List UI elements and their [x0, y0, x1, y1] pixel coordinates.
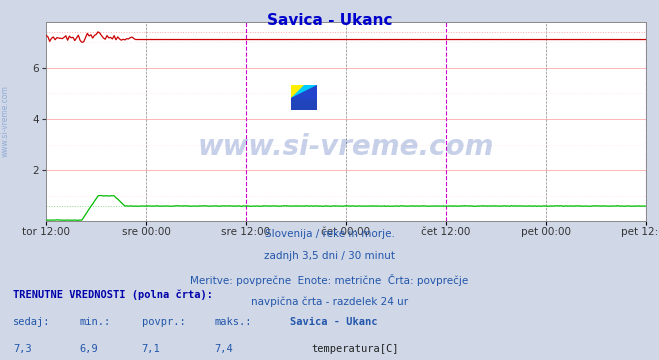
- Text: Meritve: povprečne  Enote: metrične  Črta: povprečje: Meritve: povprečne Enote: metrične Črta:…: [190, 274, 469, 286]
- Text: min.:: min.:: [79, 317, 110, 327]
- Text: navpična črta - razdelek 24 ur: navpična črta - razdelek 24 ur: [251, 297, 408, 307]
- Text: povpr.:: povpr.:: [142, 317, 185, 327]
- Text: temperatura[C]: temperatura[C]: [311, 344, 399, 354]
- Text: 7,4: 7,4: [214, 344, 233, 354]
- Polygon shape: [291, 85, 316, 98]
- Text: 7,3: 7,3: [13, 344, 32, 354]
- Text: 7,1: 7,1: [142, 344, 160, 354]
- Bar: [291, 85, 304, 98]
- Polygon shape: [291, 98, 316, 110]
- Text: Savica - Ukanc: Savica - Ukanc: [267, 13, 392, 28]
- Text: sedaj:: sedaj:: [13, 317, 51, 327]
- Bar: [304, 85, 316, 98]
- Polygon shape: [291, 85, 316, 98]
- Text: Savica - Ukanc: Savica - Ukanc: [290, 317, 378, 327]
- Text: www.si-vreme.com: www.si-vreme.com: [1, 86, 10, 157]
- Text: 6,9: 6,9: [79, 344, 98, 354]
- Text: Slovenija / reke in morje.: Slovenija / reke in morje.: [264, 229, 395, 239]
- Bar: [291, 98, 316, 110]
- Text: zadnjh 3,5 dni / 30 minut: zadnjh 3,5 dni / 30 minut: [264, 251, 395, 261]
- Text: maks.:: maks.:: [214, 317, 252, 327]
- Text: www.si-vreme.com: www.si-vreme.com: [198, 134, 494, 162]
- Polygon shape: [291, 85, 304, 98]
- Text: TRENUTNE VREDNOSTI (polna črta):: TRENUTNE VREDNOSTI (polna črta):: [13, 290, 213, 300]
